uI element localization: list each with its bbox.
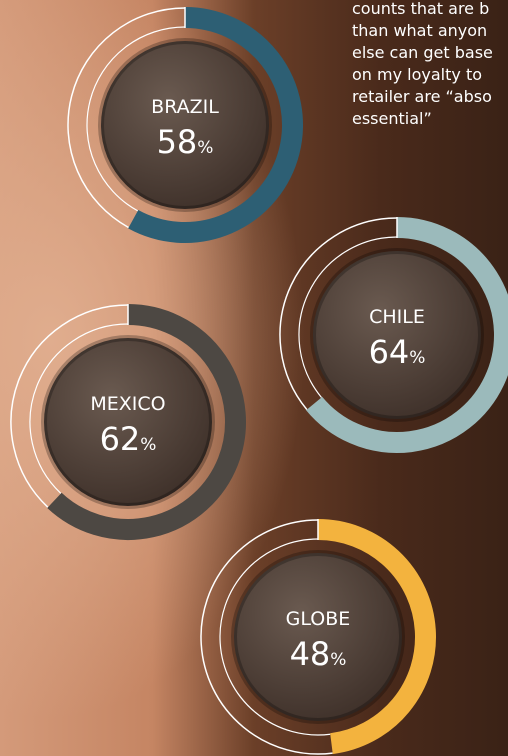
infographic: counts that are b than what anyon else can… xyxy=(0,0,508,756)
text-line: on my loyalty to xyxy=(352,65,482,84)
text-line: retailer are “abso xyxy=(352,87,492,106)
country-label: GLOBE xyxy=(286,608,351,630)
text-line: counts that are b xyxy=(352,0,489,18)
country-label: BRAZIL xyxy=(151,96,219,118)
text-line: than what anyon xyxy=(352,21,487,40)
country-label: MEXICO xyxy=(90,393,165,415)
country-label: CHILE xyxy=(369,306,425,328)
text-line: else can get base xyxy=(352,43,493,62)
text-line: essential” xyxy=(352,109,432,128)
